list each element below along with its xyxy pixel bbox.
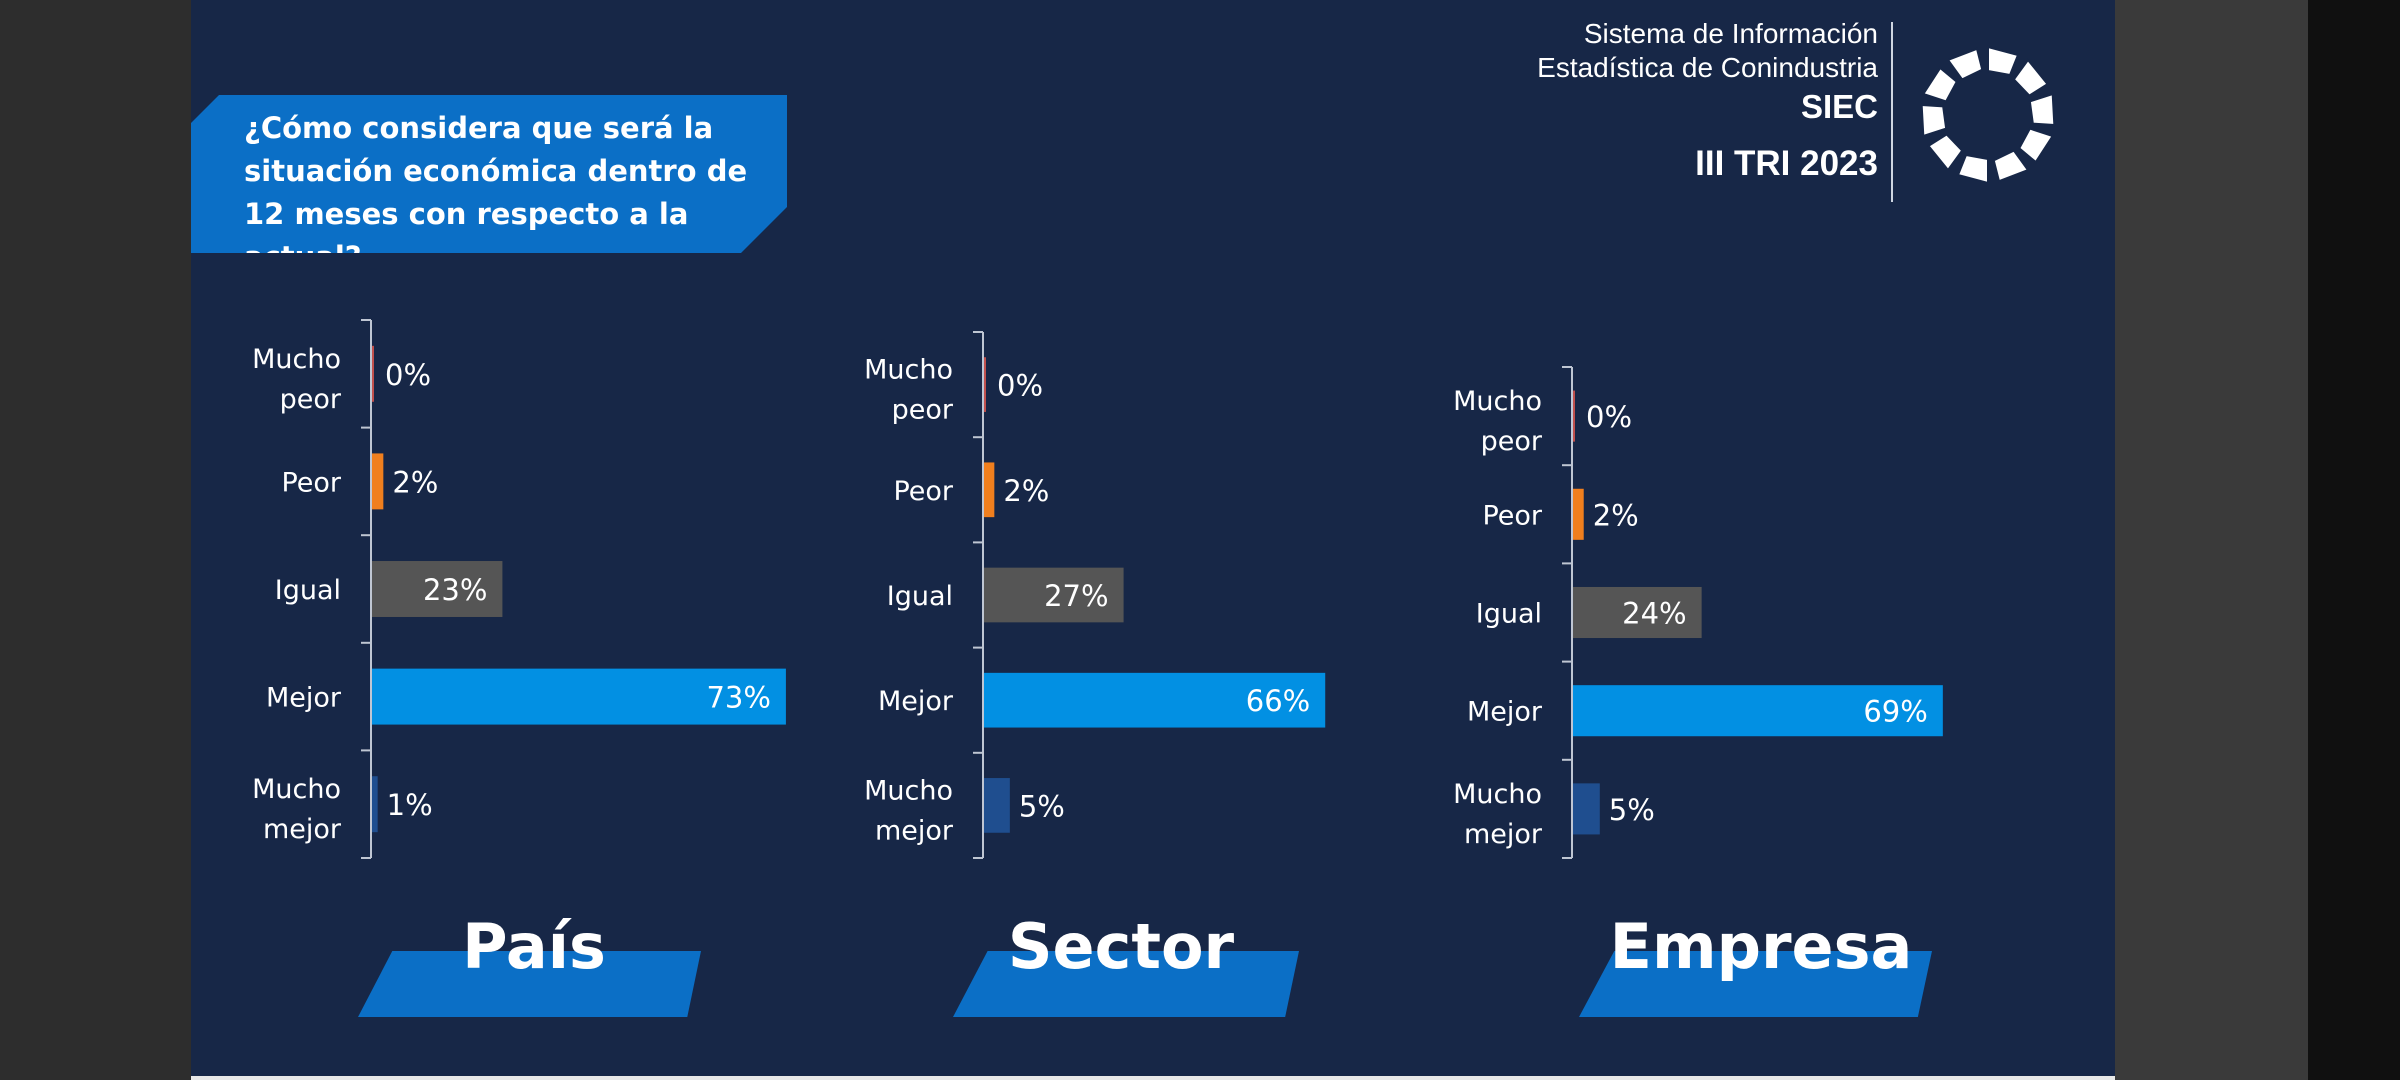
viewer-side-panel: [2115, 0, 2308, 1080]
banner-empresa: [1579, 951, 1932, 1017]
header-divider: [1891, 22, 1893, 202]
viewer-edge: [2308, 0, 2400, 1080]
bar-mejor-pais: [372, 668, 786, 725]
category-label-mucho-peor: Mucho peor: [864, 355, 954, 426]
chart-title-pais: País: [462, 910, 606, 983]
chart-pais: Mucho peor 0% Peor 2% Igual 23% Mejor 73% Mucho me…: [252, 319, 786, 859]
category-label-igual: Igual: [275, 575, 341, 606]
value-label-mejor: 73%: [706, 681, 770, 715]
bar-igual-empresa: [1573, 586, 1702, 639]
category-label-mejor: Mejor: [266, 683, 342, 714]
bar-mejor-empresa: [1573, 685, 1943, 737]
bar-mucho-peor-empresa: [1573, 390, 1575, 442]
value-label-igual: 27%: [1044, 579, 1108, 613]
value-label-mucho-peor: 0%: [1586, 400, 1632, 434]
category-label-mucho-peor: Mucho peor: [252, 344, 342, 415]
chart-sector: Mucho peor 0% Peor 2% Igual 27% Mejor 66% Mucho me…: [864, 331, 1326, 859]
charts-area: Mucho peor 0% Peor 2% Igual 23% Mejor 73% Mucho me…: [252, 319, 1943, 859]
value-label-mucho-peor: 0%: [385, 358, 431, 392]
bar-igual-sector: [984, 567, 1124, 623]
value-label-igual: 23%: [423, 573, 487, 607]
bar-mucho-mejor-empresa: [1573, 783, 1600, 835]
slide: ¿Cómo considera que será la situación ec…: [191, 0, 2115, 1076]
bar-mucho-peor-pais: [372, 345, 374, 402]
category-label-mucho-mejor: Mucho mejor: [252, 774, 342, 845]
value-label-mucho-mejor: 1%: [387, 788, 433, 822]
value-label-igual: 24%: [1622, 597, 1686, 631]
category-label-mucho-peor: Mucho peor: [1453, 386, 1543, 457]
org-name-line1: Sistema de Información: [1583, 18, 1878, 49]
conindustria-logo-icon: [1920, 45, 2056, 185]
banner-pais: [358, 951, 701, 1017]
chart-empresa: Mucho peor 0% Peor 2% Igual 24% Mejor 69% Mucho me…: [1453, 366, 1943, 859]
bar-peor-pais: [372, 453, 384, 510]
bar-mucho-mejor-sector: [984, 778, 1010, 833]
banner-sector: [953, 951, 1299, 1017]
value-label-peor: 2%: [1593, 498, 1639, 532]
value-label-peor: 2%: [1003, 474, 1049, 508]
org-name-line2: Estadística de Conindustria: [1537, 52, 1878, 83]
category-label-igual: Igual: [887, 581, 953, 612]
bar-peor-empresa: [1573, 488, 1584, 540]
value-label-mucho-mejor: 5%: [1019, 789, 1065, 823]
bar-mucho-mejor-pais: [372, 776, 378, 833]
value-label-peor: 2%: [392, 465, 438, 499]
category-label-mejor: Mejor: [878, 686, 954, 717]
category-label-peor: Peor: [1482, 500, 1542, 531]
chart-title-sector: Sector: [1007, 910, 1235, 983]
category-label-mucho-mejor: Mucho mejor: [1453, 779, 1543, 850]
value-label-mejor: 69%: [1863, 695, 1927, 729]
org-acronym: SIEC: [1800, 88, 1878, 125]
bar-igual-pais: [372, 561, 503, 617]
bar-mucho-peor-sector: [984, 357, 986, 412]
chart-title-empresa: Empresa: [1609, 910, 1913, 983]
bar-peor-sector: [984, 462, 995, 518]
slide-bottom-edge: [191, 1076, 2115, 1080]
category-label-peor: Peor: [281, 467, 341, 498]
value-label-mucho-mejor: 5%: [1609, 793, 1655, 827]
value-label-mejor: 66%: [1246, 684, 1310, 718]
value-label-mucho-peor: 0%: [997, 369, 1043, 403]
category-label-igual: Igual: [1476, 599, 1542, 630]
report-period: III TRI 2023: [1695, 144, 1878, 183]
category-label-peor: Peor: [893, 476, 953, 507]
category-label-mucho-mejor: Mucho mejor: [864, 775, 954, 846]
bar-mejor-sector: [984, 672, 1326, 728]
category-label-mejor: Mejor: [1467, 697, 1543, 728]
